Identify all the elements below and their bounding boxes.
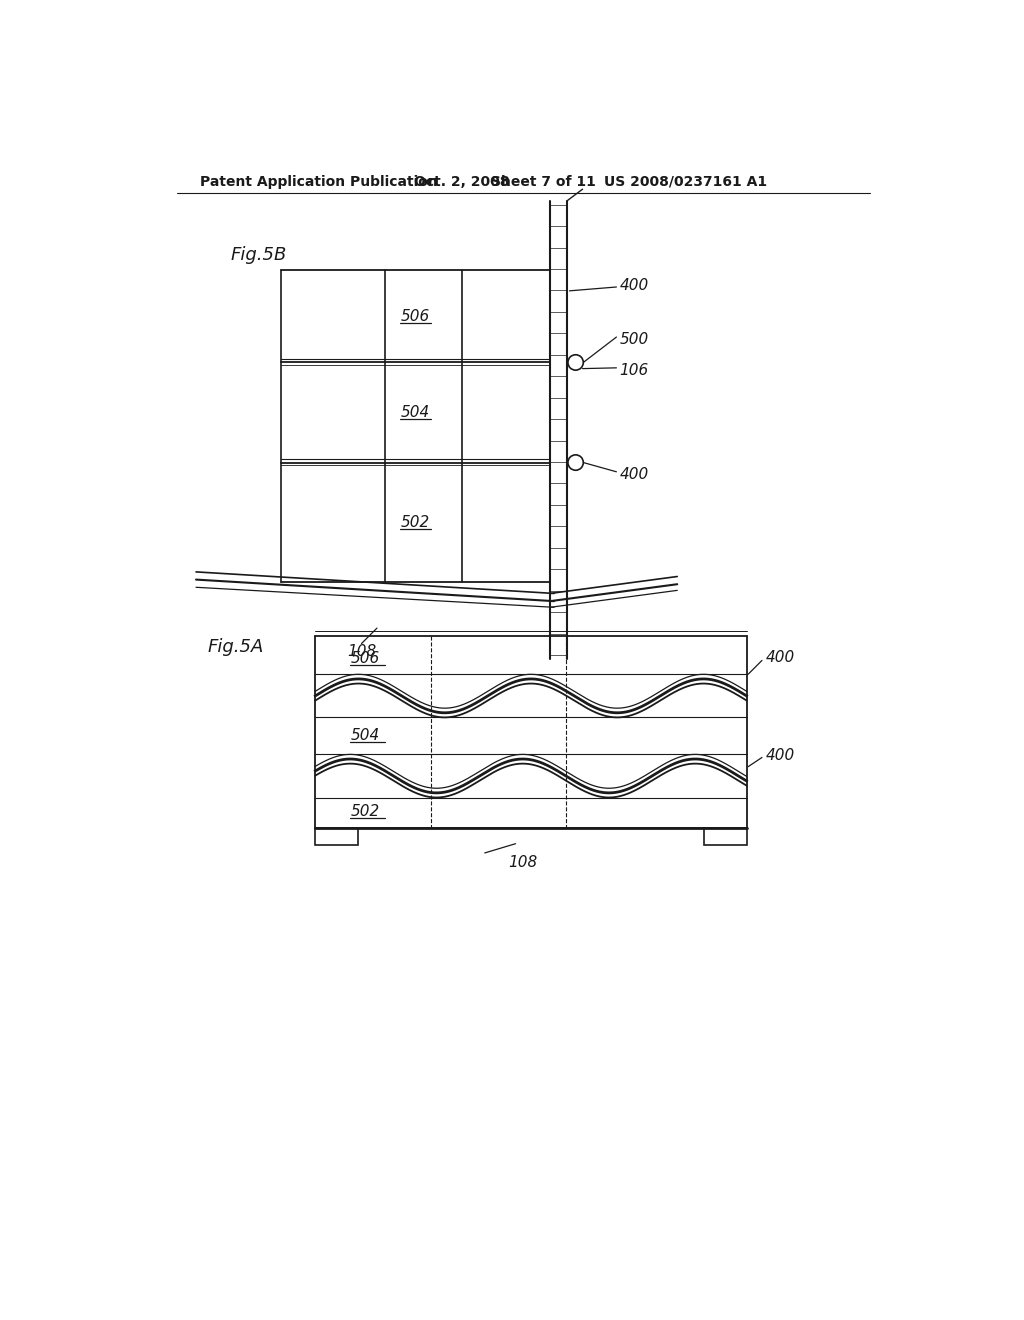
Text: 504: 504 [400, 405, 430, 420]
Text: 106: 106 [620, 363, 649, 378]
Text: 502: 502 [351, 804, 380, 818]
Text: 400: 400 [620, 466, 649, 482]
Text: 502: 502 [400, 515, 430, 529]
Text: 500: 500 [620, 331, 649, 347]
Text: Sheet 7 of 11: Sheet 7 of 11 [490, 174, 596, 189]
Text: 108: 108 [509, 855, 538, 870]
Text: 506: 506 [351, 651, 380, 667]
Bar [315, 829, 357, 845]
Text: Fig.5B: Fig.5B [230, 246, 287, 264]
Text: 504: 504 [351, 729, 380, 743]
Text: 506: 506 [400, 309, 430, 323]
Text: Patent Application Publication: Patent Application Publication [200, 174, 437, 189]
Text: 108: 108 [347, 644, 376, 659]
Text: 400: 400 [620, 279, 649, 293]
Text: 400: 400 [766, 649, 795, 665]
Text: Oct. 2, 2008: Oct. 2, 2008 [414, 174, 509, 189]
Bar [705, 829, 746, 845]
Text: US 2008/0237161 A1: US 2008/0237161 A1 [604, 174, 767, 189]
Text: Fig.5A: Fig.5A [208, 639, 264, 656]
Text: 400: 400 [766, 747, 795, 763]
